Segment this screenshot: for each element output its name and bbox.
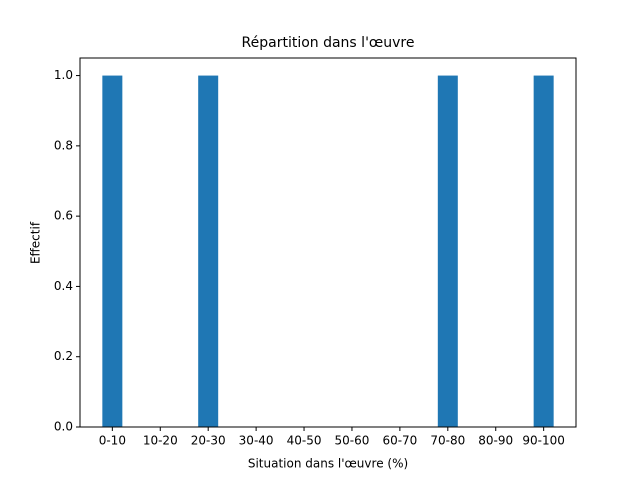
x-tick-label: 30-40 xyxy=(239,434,274,448)
x-tick-label: 90-100 xyxy=(522,434,565,448)
bar xyxy=(198,75,219,428)
y-tick-label: 0.6 xyxy=(54,209,73,223)
y-tick-label: 0.4 xyxy=(54,279,73,293)
bar xyxy=(533,75,554,428)
x-tick-label: 20-30 xyxy=(191,434,226,448)
bar xyxy=(437,75,458,428)
x-tick-label: 70-80 xyxy=(430,434,465,448)
x-tick-label: 50-60 xyxy=(335,434,370,448)
y-tick-label: 0.2 xyxy=(54,349,73,363)
x-tick-label: 60-70 xyxy=(382,434,417,448)
y-axis-label: Effectif xyxy=(29,221,43,264)
x-tick-label: 80-90 xyxy=(478,434,513,448)
plot-frame xyxy=(79,57,577,428)
x-axis-label: Situation dans l'œuvre (%) xyxy=(248,457,408,471)
y-tick-label: 0.0 xyxy=(54,420,73,434)
y-tick-label: 0.8 xyxy=(54,138,73,152)
y-tick-label: 1.0 xyxy=(54,68,73,82)
x-tick-label: 0-10 xyxy=(99,434,126,448)
chart-title: Répartition dans l'œuvre xyxy=(242,35,415,51)
x-tick-label: 10-20 xyxy=(143,434,178,448)
x-tick-label: 40-50 xyxy=(287,434,322,448)
bar xyxy=(102,75,123,428)
